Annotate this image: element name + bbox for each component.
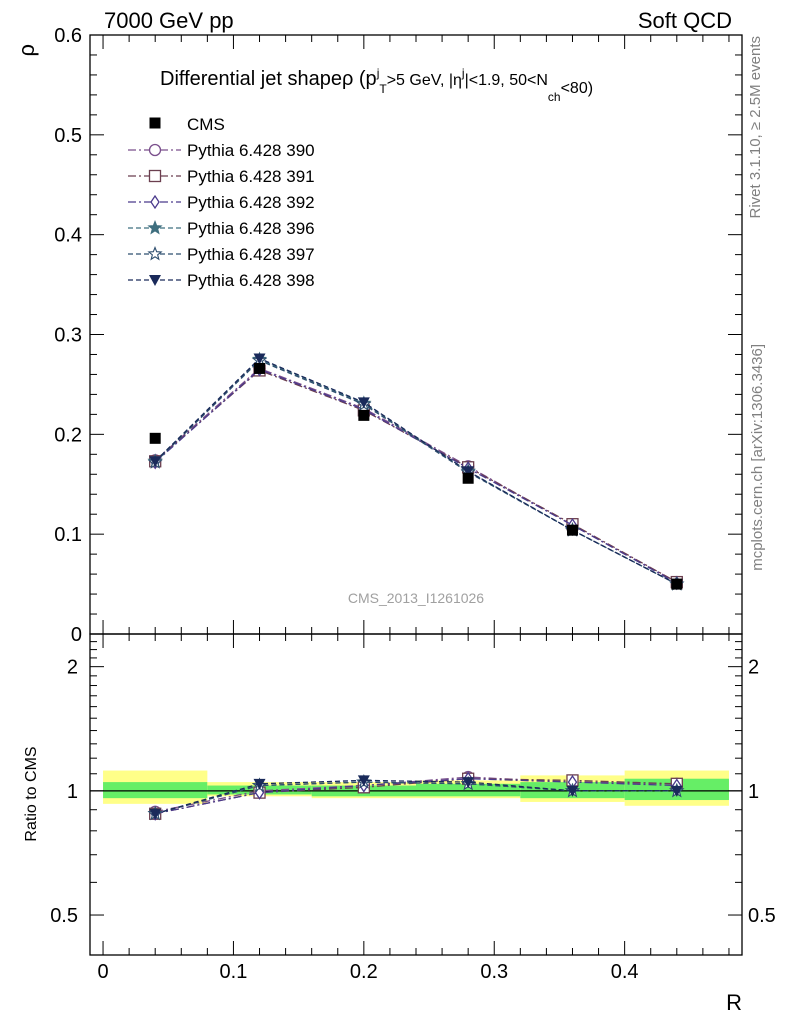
x-tick-label: 0.3 <box>480 961 508 983</box>
legend-label-1: Pythia 6.428 390 <box>187 141 315 160</box>
series-6-point <box>462 466 475 478</box>
y-tick-label: 0.6 <box>54 25 82 47</box>
cms-data-point <box>671 578 683 590</box>
title-part-sub_T: T <box>379 82 387 96</box>
ratio-y-tick-label-right: 2 <box>748 657 759 679</box>
ratio-panel: 0.5 0.5 1 1 2 2 0 0.1 0.2 0.3 0.4 R Ratio to CMS <box>23 633 776 1015</box>
y-tick-label: 0.1 <box>54 524 82 546</box>
ratio-line-5 <box>155 781 677 815</box>
series-line-1 <box>154 367 678 583</box>
legend-marker-3 <box>150 194 160 210</box>
title-part-main: Differential jet shapeρ (p <box>160 68 377 90</box>
series-6-point <box>149 456 162 468</box>
ratio-band-inner <box>416 783 521 797</box>
series-line-2 <box>154 369 678 583</box>
ratio-series-6-point <box>566 785 579 797</box>
y-tick-label: 0 <box>71 624 82 646</box>
cms-data-point <box>149 432 161 444</box>
series-6-point <box>357 397 370 409</box>
title-part-sup_j2: j <box>461 66 465 80</box>
watermark: CMS_2013_I1261026 <box>348 590 484 606</box>
x-tick-label: 0.2 <box>350 961 378 983</box>
cms-data-point <box>358 409 370 421</box>
y-axis-label: ρ <box>14 44 39 57</box>
header-left: 7000 GeV pp <box>104 8 234 33</box>
legend-label-2: Pythia 6.428 391 <box>187 167 315 186</box>
side-rivet: Rivet 3.1.10, ≥ 2.5M events <box>747 36 764 219</box>
title-part-cut2: |<1.9, 50<N <box>465 72 548 89</box>
header-right: Soft QCD <box>638 8 732 33</box>
title-part-sup_j: j <box>376 66 380 80</box>
ratio-y-tick-label: 1 <box>67 781 78 803</box>
x-tick-label: 0.1 <box>220 961 248 983</box>
ratio-series-6-point <box>357 775 370 787</box>
ratio-line-3 <box>155 778 677 815</box>
legend-cms-label: CMS <box>187 115 225 134</box>
y-tick-label: 0.3 <box>54 325 82 347</box>
series-line-6 <box>154 357 678 585</box>
series-line-3 <box>154 368 678 584</box>
x-tick-label: 0.4 <box>611 961 639 983</box>
ratio-y-axis-label: Ratio to CMS <box>23 746 40 841</box>
legend-label-4: Pythia 6.428 396 <box>187 219 315 238</box>
ratio-y-tick-label-right: 1 <box>748 781 759 803</box>
cms-data-point <box>462 472 474 484</box>
title-part-sub_ch: ch <box>548 90 561 104</box>
ratio-series-6-point <box>670 785 683 797</box>
legend-marker-2 <box>148 169 162 183</box>
title-part-cut1: >5 GeV, |η <box>387 72 462 89</box>
legend-marker-4 <box>147 219 163 235</box>
cms-data-point <box>566 524 578 536</box>
legend-label-5: Pythia 6.428 397 <box>187 245 315 264</box>
ratio-y-tick-label: 0.5 <box>50 905 78 927</box>
legend-marker-1 <box>148 143 162 157</box>
cms-data-point <box>254 362 266 374</box>
ratio-series-6-point <box>253 778 266 790</box>
series-line-5 <box>154 359 678 585</box>
y-tick-label: 0.2 <box>54 424 82 446</box>
main-panel: Differential jet shapeρ (pjT>5 GeV, |ηj|… <box>14 25 743 646</box>
ratio-series-6-point <box>462 777 475 789</box>
legend-marker-5 <box>147 245 163 261</box>
legend-marker-6 <box>149 275 161 286</box>
legend-label-6: Pythia 6.428 398 <box>187 271 315 290</box>
series-6-point <box>253 353 266 365</box>
main-title: Differential jet shapeρ (pjT>5 GeV, |ηj|… <box>160 66 593 104</box>
ratio-y-tick-label: 2 <box>67 657 78 679</box>
y-tick-label: 0.4 <box>54 225 82 247</box>
legend-cms-marker <box>149 117 161 129</box>
ratio-band-inner <box>103 782 208 799</box>
x-axis-label: R <box>726 990 742 1015</box>
ratio-line-6 <box>155 779 677 815</box>
ratio-series-6-point <box>149 808 162 820</box>
ratio-y-tick-label-right: 0.5 <box>748 905 776 927</box>
side-mcplots: mcplots.cern.ch [arXiv:1306.3436] <box>749 344 766 571</box>
x-tick-label: 0 <box>97 961 108 983</box>
y-tick-label: 0.5 <box>54 125 82 147</box>
title-part-cut3: <80) <box>561 80 593 97</box>
legend-label-3: Pythia 6.428 392 <box>187 193 315 212</box>
